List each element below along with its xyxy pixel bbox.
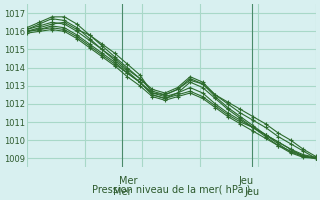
Text: Mer: Mer [113, 187, 131, 197]
Text: Jeu: Jeu [245, 187, 260, 197]
X-axis label: Pression niveau de la mer( hPa ): Pression niveau de la mer( hPa ) [92, 184, 251, 194]
Text: Jeu: Jeu [239, 176, 254, 186]
Text: Mer: Mer [119, 176, 138, 186]
